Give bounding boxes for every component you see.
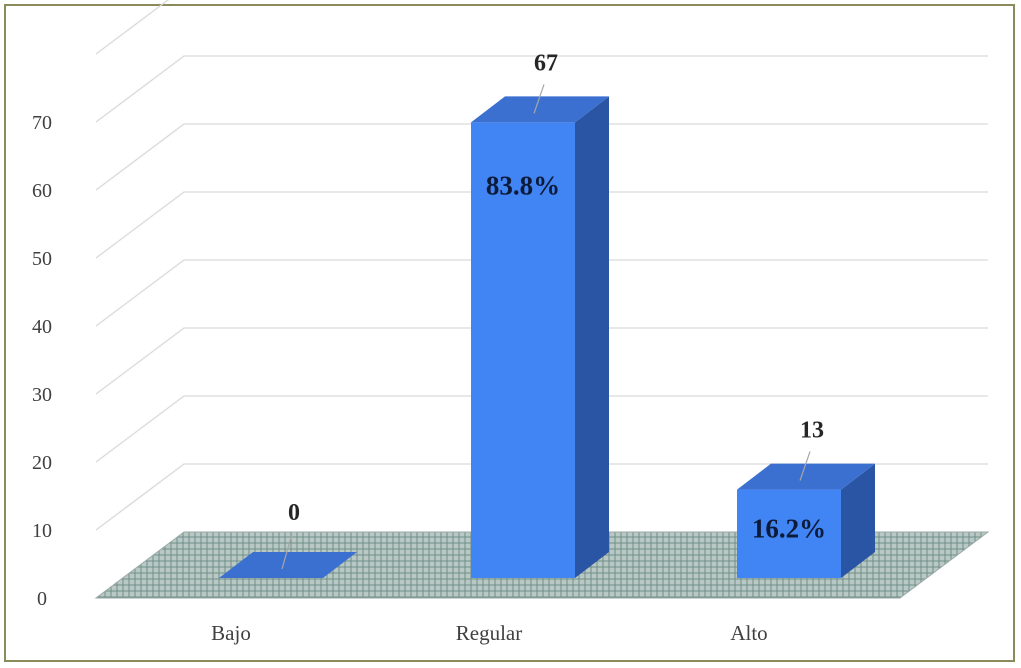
y-tick-label: 40 — [32, 316, 52, 338]
x-axis-categories: Bajo Regular Alto — [211, 621, 768, 645]
value-label: 67 — [534, 50, 558, 76]
bar-front — [737, 489, 841, 578]
gridline — [95, 259, 988, 327]
bar-alto — [737, 463, 875, 578]
gridline — [95, 327, 988, 395]
y-tick-label: 60 — [32, 180, 52, 202]
bar-bajo — [219, 552, 357, 578]
y-tick-label: 30 — [32, 384, 52, 406]
value-label: 0 — [288, 500, 300, 526]
y-axis-ticks: 0 10 20 30 40 50 60 70 — [32, 112, 52, 610]
leader-line — [533, 84, 545, 114]
y-tick-label: 0 — [37, 588, 47, 610]
data-labels: 0 67 83.8% 13 16.2% — [281, 50, 826, 570]
x-category-label: Regular — [456, 621, 522, 645]
bar-regular — [471, 96, 609, 579]
gridline — [95, 463, 988, 531]
bar-side — [575, 96, 609, 579]
bar-top — [737, 463, 875, 490]
back-wall-gridlines — [95, 0, 988, 531]
percent-label: 83.8% — [486, 170, 560, 200]
bar-top — [471, 96, 609, 123]
bar-side — [841, 463, 875, 578]
gridline — [95, 191, 988, 259]
x-category-label: Alto — [730, 621, 767, 645]
bar-front — [471, 122, 575, 579]
percent-label: 16.2% — [752, 514, 826, 544]
gridline — [95, 123, 988, 191]
bars — [219, 96, 875, 579]
bar-top — [219, 552, 357, 578]
y-tick-label: 50 — [32, 248, 52, 270]
value-label: 13 — [800, 418, 824, 444]
y-tick-label: 10 — [32, 520, 52, 542]
gridline — [95, 395, 988, 463]
leader-line — [799, 451, 811, 481]
y-tick-label: 20 — [32, 452, 52, 474]
leader-line — [281, 533, 293, 570]
gridline — [95, 0, 170, 55]
x-category-label: Bajo — [211, 621, 251, 645]
y-tick-label: 70 — [32, 112, 52, 134]
gridline — [95, 55, 988, 123]
